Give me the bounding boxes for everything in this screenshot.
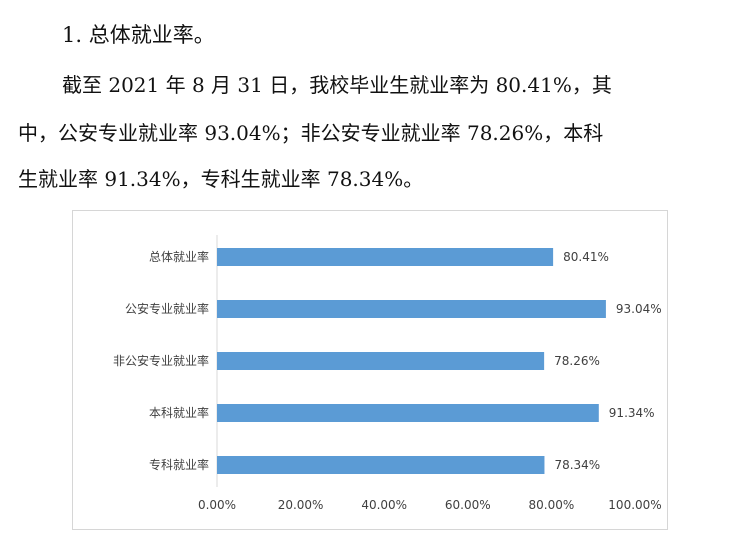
x-tick-label: 80.00% [529, 498, 575, 512]
category-label: 本科就业率 [149, 405, 209, 420]
data-label: 78.26% [554, 354, 600, 368]
bar [217, 404, 599, 422]
paragraph-line-2: 中，公安专业就业率 93.04%；非公安专业就业率 78.26%，本科 [18, 121, 604, 145]
x-tick-label: 60.00% [445, 498, 491, 512]
bar [217, 248, 554, 266]
chart-frame: 总体就业率 80.41% 公安专业就业率 93.04% 非公安专业就业率 78.26% 本科… [72, 210, 668, 530]
bar [217, 352, 545, 370]
category-label: 总体就业率 [149, 249, 209, 264]
x-tick-label: 100.00% [608, 498, 661, 512]
category-label: 非公安专业就业率 [113, 353, 209, 368]
paragraph-line-3: 生就业率 91.34%，专科生就业率 78.34%。 [18, 167, 424, 191]
bar [217, 456, 545, 474]
employment-rate-bar-chart: 总体就业率 80.41% 公安专业就业率 93.04% 非公安专业就业率 78.26% 本科… [113, 235, 662, 512]
category-label: 公安专业就业率 [125, 301, 209, 316]
section-heading: 1. 总体就业率。 [62, 23, 215, 47]
data-label: 93.04% [616, 302, 662, 316]
category-label: 专科就业率 [149, 457, 209, 472]
data-label: 78.34% [554, 458, 600, 472]
x-tick-label: 0.00% [198, 498, 236, 512]
bar [217, 300, 606, 318]
x-tick-label: 20.00% [278, 498, 324, 512]
data-label: 80.41% [563, 250, 609, 264]
data-label: 91.34% [609, 406, 655, 420]
paragraph-line-1: 截至 2021 年 8 月 31 日，我校毕业生就业率为 80.41%，其 [62, 73, 612, 97]
x-tick-label: 40.00% [361, 498, 407, 512]
